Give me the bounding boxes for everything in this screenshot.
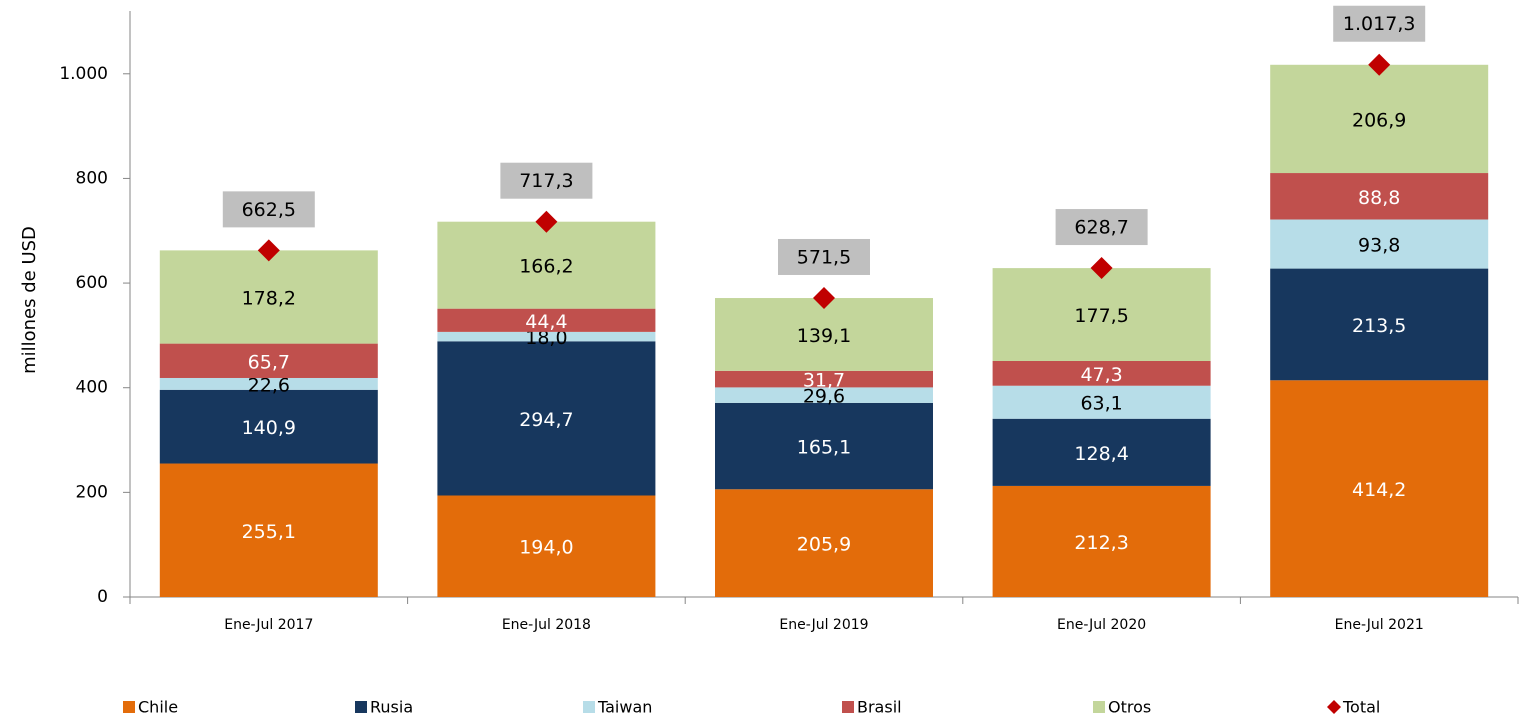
bar-segment bbox=[715, 387, 933, 403]
bar-segment bbox=[437, 308, 656, 332]
y-axis-title: millones de USD bbox=[19, 226, 40, 374]
total-marker bbox=[1368, 53, 1391, 76]
bar-segment bbox=[437, 221, 656, 309]
bar-segment bbox=[715, 402, 933, 490]
data-label: 212,3 bbox=[1074, 532, 1128, 554]
total-label: 571,5 bbox=[797, 246, 851, 268]
data-label: 22,6 bbox=[248, 374, 290, 396]
bar-segment bbox=[992, 360, 1211, 386]
x-tick-label: Ene-Jul 2021 bbox=[1335, 617, 1424, 633]
total-label: 717,3 bbox=[519, 170, 573, 192]
data-label: 414,2 bbox=[1352, 479, 1406, 501]
data-label: 213,5 bbox=[1352, 315, 1406, 337]
data-label: 206,9 bbox=[1352, 109, 1406, 131]
data-label: 65,7 bbox=[248, 351, 290, 373]
data-label: 128,4 bbox=[1074, 443, 1128, 465]
bar-segment bbox=[159, 377, 378, 390]
bar-segment bbox=[715, 298, 933, 371]
bar-segment bbox=[1270, 64, 1489, 174]
bar-segment bbox=[1270, 173, 1489, 220]
data-label: 139,1 bbox=[797, 325, 851, 347]
bar-segment bbox=[992, 485, 1211, 597]
bar-segment bbox=[1270, 268, 1489, 381]
data-label: 194,0 bbox=[519, 537, 573, 559]
data-label: 93,8 bbox=[1358, 235, 1400, 257]
data-label: 47,3 bbox=[1080, 364, 1122, 386]
legend-marker bbox=[355, 701, 367, 713]
total-marker bbox=[1090, 257, 1113, 280]
bar-segment bbox=[992, 385, 1211, 419]
data-label: 177,5 bbox=[1074, 305, 1128, 327]
total-marker bbox=[535, 210, 558, 233]
data-label: 31,7 bbox=[803, 370, 845, 392]
data-label: 294,7 bbox=[519, 409, 573, 431]
data-label: 255,1 bbox=[242, 521, 296, 543]
bar-segment bbox=[159, 389, 378, 464]
y-tick-label: 600 bbox=[76, 273, 108, 293]
total-label: 628,7 bbox=[1074, 217, 1128, 239]
x-tick-label: Ene-Jul 2017 bbox=[224, 617, 313, 633]
y-tick-label: 800 bbox=[76, 168, 108, 188]
legend-marker bbox=[123, 701, 135, 713]
bar-segment bbox=[1270, 380, 1489, 597]
bar-segment bbox=[992, 418, 1211, 486]
bar-segment bbox=[159, 250, 378, 344]
bar-segment bbox=[1270, 219, 1489, 269]
y-tick-label: 0 bbox=[97, 587, 108, 607]
data-label: 29,6 bbox=[803, 386, 845, 408]
bar-segment bbox=[159, 463, 378, 597]
data-label: 44,4 bbox=[525, 311, 567, 333]
legend-label: Rusia bbox=[370, 698, 413, 717]
data-label: 18,0 bbox=[525, 327, 567, 349]
legend-marker bbox=[583, 701, 595, 713]
legend-label: Brasil bbox=[857, 698, 902, 717]
total-box bbox=[778, 238, 870, 275]
total-box bbox=[222, 191, 315, 228]
x-tick-label: Ene-Jul 2019 bbox=[779, 617, 868, 633]
bar-segment bbox=[992, 268, 1211, 361]
bar-segment bbox=[715, 489, 933, 597]
bar-segment bbox=[159, 343, 378, 378]
y-tick-label: 400 bbox=[76, 378, 108, 398]
y-tick-label: 1.000 bbox=[59, 64, 108, 84]
legend-marker bbox=[842, 701, 854, 713]
bar-segment bbox=[437, 495, 656, 597]
x-tick-label: Ene-Jul 2020 bbox=[1057, 617, 1146, 633]
legend-marker bbox=[1327, 700, 1341, 714]
data-label: 140,9 bbox=[242, 417, 296, 439]
data-label: 166,2 bbox=[519, 256, 573, 278]
data-label: 178,2 bbox=[242, 287, 296, 309]
total-marker bbox=[813, 286, 835, 309]
legend-marker bbox=[1093, 701, 1105, 713]
bar-segment bbox=[715, 370, 933, 388]
legend-label: Otros bbox=[1108, 698, 1151, 717]
y-tick-label: 200 bbox=[76, 482, 108, 502]
data-label: 88,8 bbox=[1358, 187, 1400, 209]
legend-label: Total bbox=[1342, 698, 1380, 717]
data-label: 63,1 bbox=[1080, 393, 1122, 415]
bar-segment bbox=[437, 331, 656, 342]
total-label: 662,5 bbox=[242, 199, 296, 221]
total-label: 1.017,3 bbox=[1343, 13, 1416, 35]
total-box bbox=[1333, 5, 1426, 42]
total-box bbox=[500, 162, 593, 199]
data-label: 205,9 bbox=[797, 534, 851, 556]
legend-label: Chile bbox=[138, 698, 178, 717]
legend-label: Taiwan bbox=[597, 698, 652, 717]
total-marker bbox=[257, 239, 280, 262]
x-tick-label: Ene-Jul 2018 bbox=[502, 617, 591, 633]
total-box bbox=[1055, 209, 1148, 246]
bar-segment bbox=[437, 341, 656, 496]
data-label: 165,1 bbox=[797, 437, 851, 459]
